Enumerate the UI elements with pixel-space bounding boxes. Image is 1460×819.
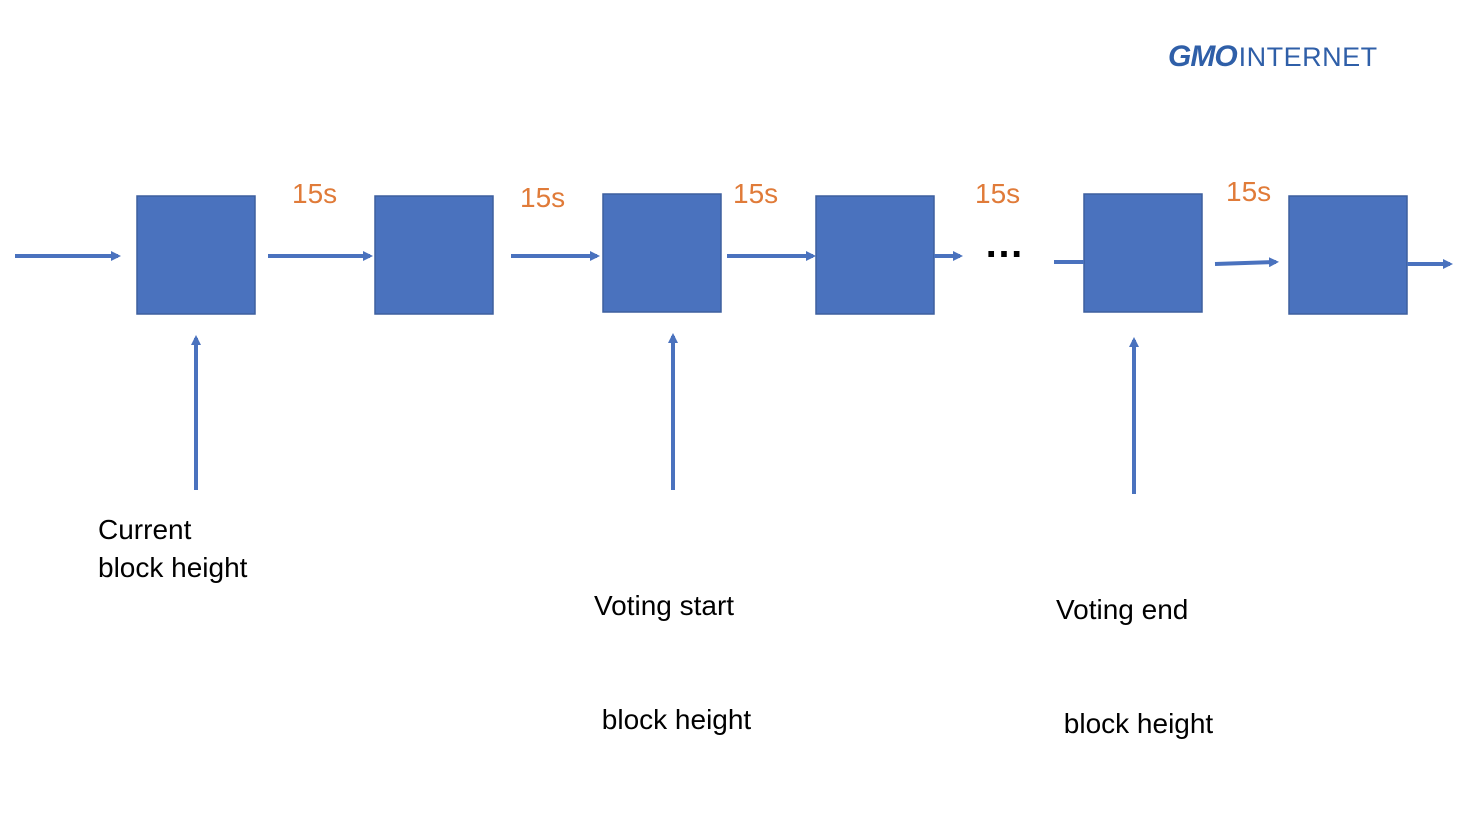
caption-voting-end: Voting end block height [1056, 515, 1213, 819]
caption-voting-start-line1: Voting start [594, 590, 735, 621]
interval-label-4: 15s [975, 178, 1021, 209]
chain-ellipsis: … [984, 222, 1026, 266]
block-5 [1083, 193, 1203, 313]
block-4 [815, 195, 935, 315]
block-1 [136, 195, 256, 315]
logo-suffix: INTERNET [1238, 42, 1378, 72]
caption-voting-start-line2: block height [594, 704, 752, 735]
interval-label-3: 15s [733, 178, 779, 209]
logo-brand: GMO [1168, 40, 1238, 73]
block-3 [602, 193, 722, 313]
caption-current-line2: block height [98, 552, 248, 583]
block-timeline-diagram: GMOINTERNET 15s 15s 15s 15s 15s … Curren… [15, 40, 1453, 739]
block-6 [1288, 195, 1408, 315]
caption-voting-end-line1: Voting end [1056, 594, 1189, 625]
caption-voting-end-line2: block height [1056, 708, 1214, 739]
chain-arrow-5-6 [1214, 257, 1279, 268]
caption-current-line1: Current [98, 514, 192, 545]
block-2 [374, 195, 494, 315]
diagram-canvas [15, 193, 1453, 494]
interval-label-5: 15s [1226, 176, 1272, 207]
interval-label-1: 15s [292, 178, 338, 209]
caption-voting-start: Voting start block height [594, 511, 751, 815]
gmo-internet-logo: GMOINTERNET [1168, 40, 1378, 76]
caption-current: Current block height [98, 511, 247, 587]
interval-label-2: 15s [520, 182, 566, 213]
